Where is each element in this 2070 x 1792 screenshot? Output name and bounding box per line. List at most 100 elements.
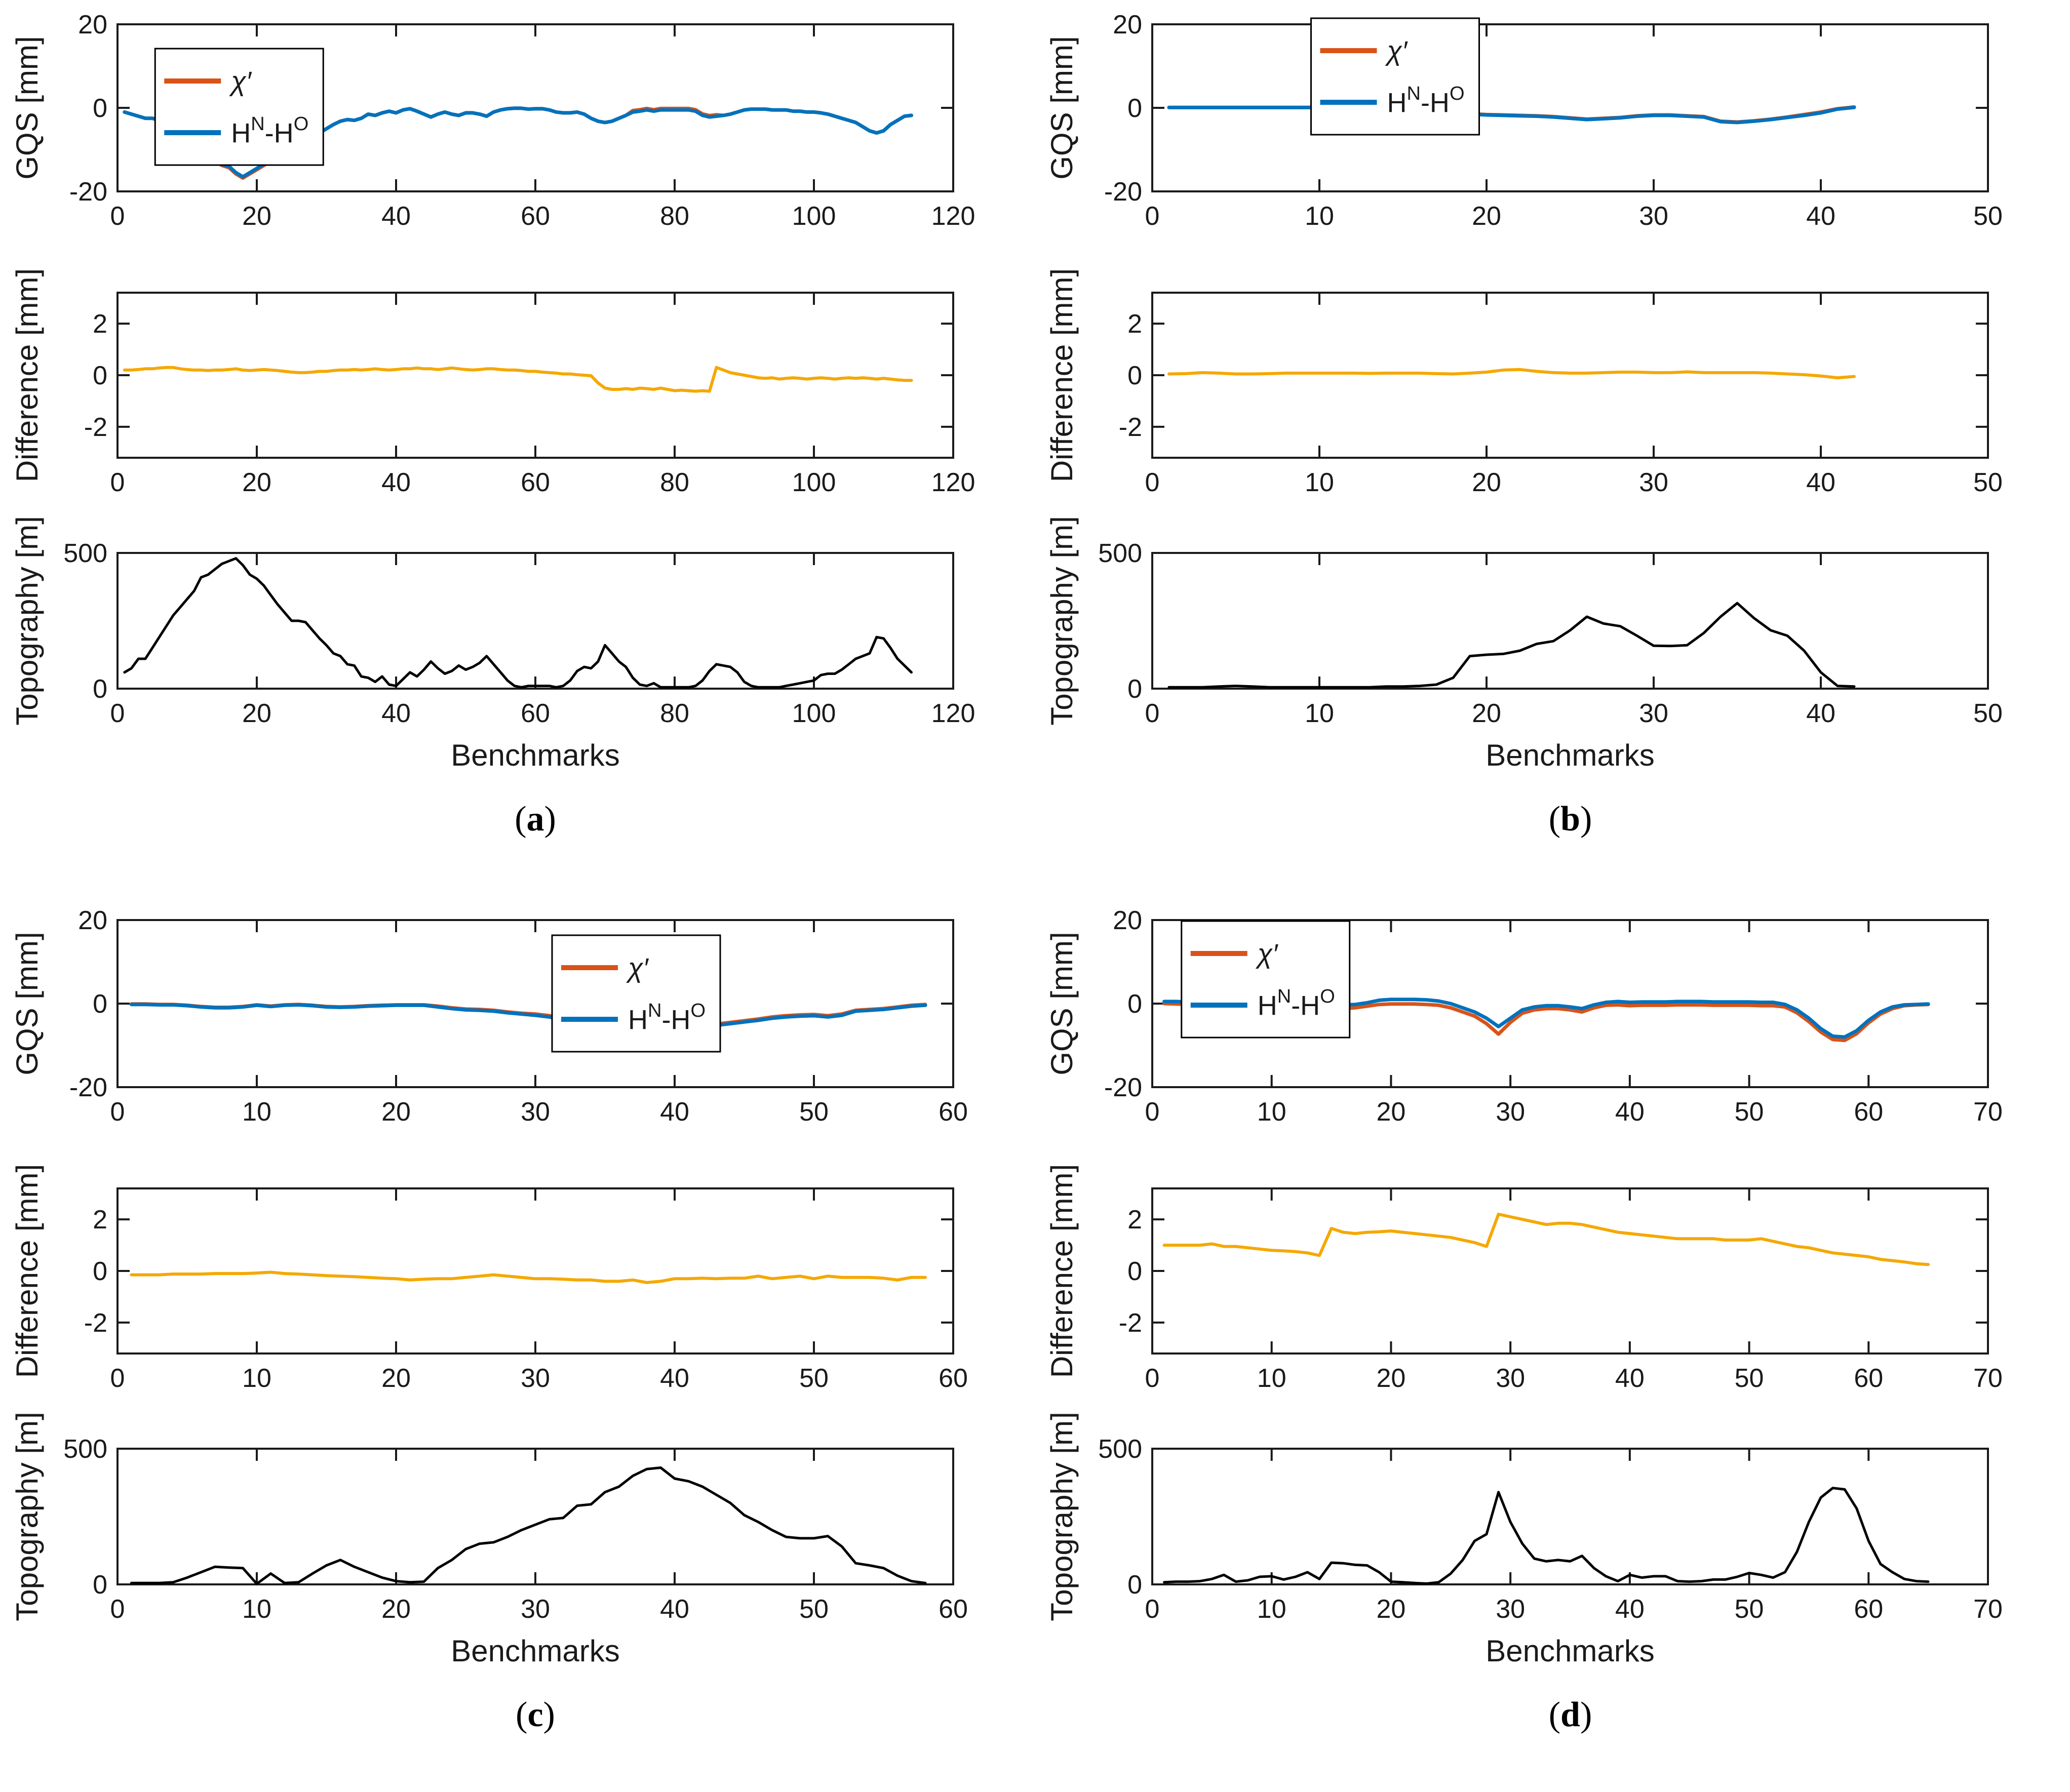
svg-text:20: 20 [1377, 1097, 1406, 1127]
svg-text:2: 2 [1127, 1205, 1142, 1235]
svg-text:120: 120 [931, 699, 975, 728]
svg-text:GQS [mm]: GQS [mm] [1045, 932, 1079, 1075]
svg-text:60: 60 [1854, 1097, 1883, 1127]
svg-text:Difference [mm]: Difference [mm] [10, 1164, 44, 1378]
svg-text:30: 30 [1639, 468, 1668, 497]
svg-text:2: 2 [1127, 309, 1142, 339]
svg-text:0: 0 [110, 699, 125, 728]
svg-text:60: 60 [939, 1364, 968, 1393]
svg-text:500: 500 [1098, 539, 1142, 568]
svg-text:0: 0 [1127, 674, 1142, 704]
chi-line [130, 1002, 927, 1036]
svg-text:-20: -20 [69, 1073, 107, 1102]
svg-text:40: 40 [381, 468, 411, 497]
svg-text:GQS [mm]: GQS [mm] [1045, 36, 1079, 179]
svg-text:0: 0 [1127, 94, 1142, 123]
svg-text:20: 20 [1113, 10, 1142, 39]
legend-hnho-label: HN-HO [1258, 986, 1335, 1021]
svg-text:Topography [m]: Topography [m] [1045, 1412, 1079, 1621]
caption-letter: c [527, 1695, 543, 1734]
svg-text:0: 0 [93, 989, 107, 1019]
svg-text:50: 50 [1973, 202, 2003, 231]
svg-text:40: 40 [660, 1364, 689, 1393]
svg-text:0: 0 [110, 468, 125, 497]
svg-text:60: 60 [1854, 1364, 1883, 1393]
svg-text:-2: -2 [1119, 413, 1142, 442]
x-axis-label: Benchmarks [1486, 738, 1654, 772]
svg-text:Topography [m]: Topography [m] [1045, 516, 1079, 726]
svg-text:70: 70 [1973, 1595, 2003, 1624]
svg-text:0: 0 [110, 1364, 125, 1393]
svg-text:Topography [m]: Topography [m] [10, 516, 44, 726]
svg-text:70: 70 [1973, 1364, 2003, 1393]
svg-text:50: 50 [1735, 1097, 1764, 1127]
panel-d: 0 10 20 30 40 50 60 70 -20 0 20 GQS [mm] χ′ HN-HO 0 10 2… [1035, 896, 2070, 1792]
panel-b-caption: (b) [1035, 799, 2070, 840]
svg-text:-2: -2 [84, 413, 107, 442]
svg-text:0: 0 [1145, 1364, 1160, 1393]
difference-line [1162, 1212, 1930, 1266]
svg-text:0: 0 [1145, 202, 1160, 231]
legend-chi-label: χ′ [229, 66, 252, 97]
svg-text:Difference [mm]: Difference [mm] [10, 268, 44, 482]
svg-text:10: 10 [242, 1595, 271, 1624]
svg-text:Topography [m]: Topography [m] [10, 1412, 44, 1621]
caption-letter: b [1560, 800, 1580, 839]
topography-subplot: 0 10 20 30 40 50 60 0 500 Topography [m] [10, 1412, 968, 1624]
svg-text:40: 40 [1806, 699, 1835, 728]
svg-text:-2: -2 [84, 1308, 107, 1338]
svg-text:0: 0 [93, 1257, 107, 1286]
svg-text:20: 20 [1472, 202, 1501, 231]
svg-text:0: 0 [1127, 1257, 1142, 1286]
caption-close: ) [544, 800, 556, 839]
legend-hnho-label: HN-HO [628, 1000, 706, 1035]
svg-text:50: 50 [1735, 1595, 1764, 1624]
topography-line [130, 1466, 927, 1585]
svg-text:20: 20 [1472, 699, 1501, 728]
caption-open: ( [515, 800, 527, 839]
panel-c: 0 10 20 30 40 50 60 -20 0 20 GQS [mm] χ′ HN-HO 0 10 20 3… [0, 896, 1035, 1792]
svg-text:10: 10 [1257, 1097, 1286, 1127]
svg-text:10: 10 [1305, 468, 1334, 497]
caption-open: ( [1548, 1695, 1561, 1734]
svg-text:0: 0 [1145, 468, 1160, 497]
svg-text:50: 50 [1735, 1364, 1764, 1393]
hnho-line [1167, 105, 1856, 125]
panel-d-caption: (d) [1035, 1695, 2070, 1735]
svg-text:40: 40 [1615, 1595, 1645, 1624]
x-axis-label: Benchmarks [1486, 1634, 1654, 1668]
caption-close: ) [1580, 800, 1592, 839]
svg-text:-20: -20 [1104, 177, 1142, 207]
svg-text:20: 20 [381, 1364, 411, 1393]
svg-text:10: 10 [242, 1364, 271, 1393]
hnho-line [123, 106, 913, 179]
svg-text:500: 500 [1098, 1435, 1142, 1464]
x-axis-label: Benchmarks [451, 738, 619, 772]
svg-text:60: 60 [1854, 1595, 1883, 1624]
svg-text:30: 30 [1639, 202, 1668, 231]
topography-subplot: 0 20 40 60 80 100 120 0 500 Topography [m] [10, 516, 975, 728]
svg-text:50: 50 [1973, 699, 2003, 728]
svg-text:30: 30 [1496, 1595, 1525, 1624]
svg-text:GQS [mm]: GQS [mm] [10, 932, 44, 1075]
svg-text:-20: -20 [1104, 1073, 1142, 1102]
svg-text:60: 60 [521, 699, 550, 728]
svg-text:80: 80 [660, 468, 689, 497]
panel-c-caption: (c) [0, 1695, 1035, 1735]
svg-text:30: 30 [521, 1364, 550, 1393]
svg-text:20: 20 [1377, 1595, 1406, 1624]
panel-a-caption: (a) [0, 799, 1035, 840]
topography-line [123, 557, 913, 689]
legend: χ′ HN-HO [154, 48, 324, 166]
svg-text:0: 0 [110, 1097, 125, 1127]
svg-text:0: 0 [110, 202, 125, 231]
topography-subplot: 0 10 20 30 40 50 60 70 0 500 Topography [m] [1045, 1412, 2003, 1624]
caption-close: ) [543, 1695, 555, 1734]
x-axis-label: Benchmarks [451, 1634, 619, 1668]
